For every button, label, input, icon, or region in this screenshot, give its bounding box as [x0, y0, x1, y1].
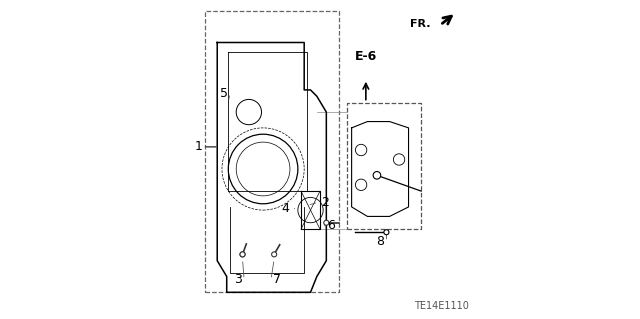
Text: 4: 4: [281, 202, 289, 215]
Circle shape: [373, 172, 381, 179]
Circle shape: [240, 252, 245, 257]
Circle shape: [384, 230, 389, 235]
Text: FR.: FR.: [410, 19, 431, 28]
Circle shape: [324, 220, 329, 225]
Text: 3: 3: [234, 273, 242, 286]
Text: 2: 2: [321, 196, 329, 209]
Text: 1: 1: [195, 140, 202, 153]
Text: E-6: E-6: [355, 50, 377, 63]
Text: 8: 8: [376, 235, 384, 248]
Circle shape: [271, 252, 276, 257]
Text: TE14E1110: TE14E1110: [413, 301, 468, 311]
Text: 7: 7: [273, 273, 282, 286]
Circle shape: [240, 252, 245, 257]
Text: 6: 6: [327, 219, 335, 233]
Text: 5: 5: [220, 86, 228, 100]
